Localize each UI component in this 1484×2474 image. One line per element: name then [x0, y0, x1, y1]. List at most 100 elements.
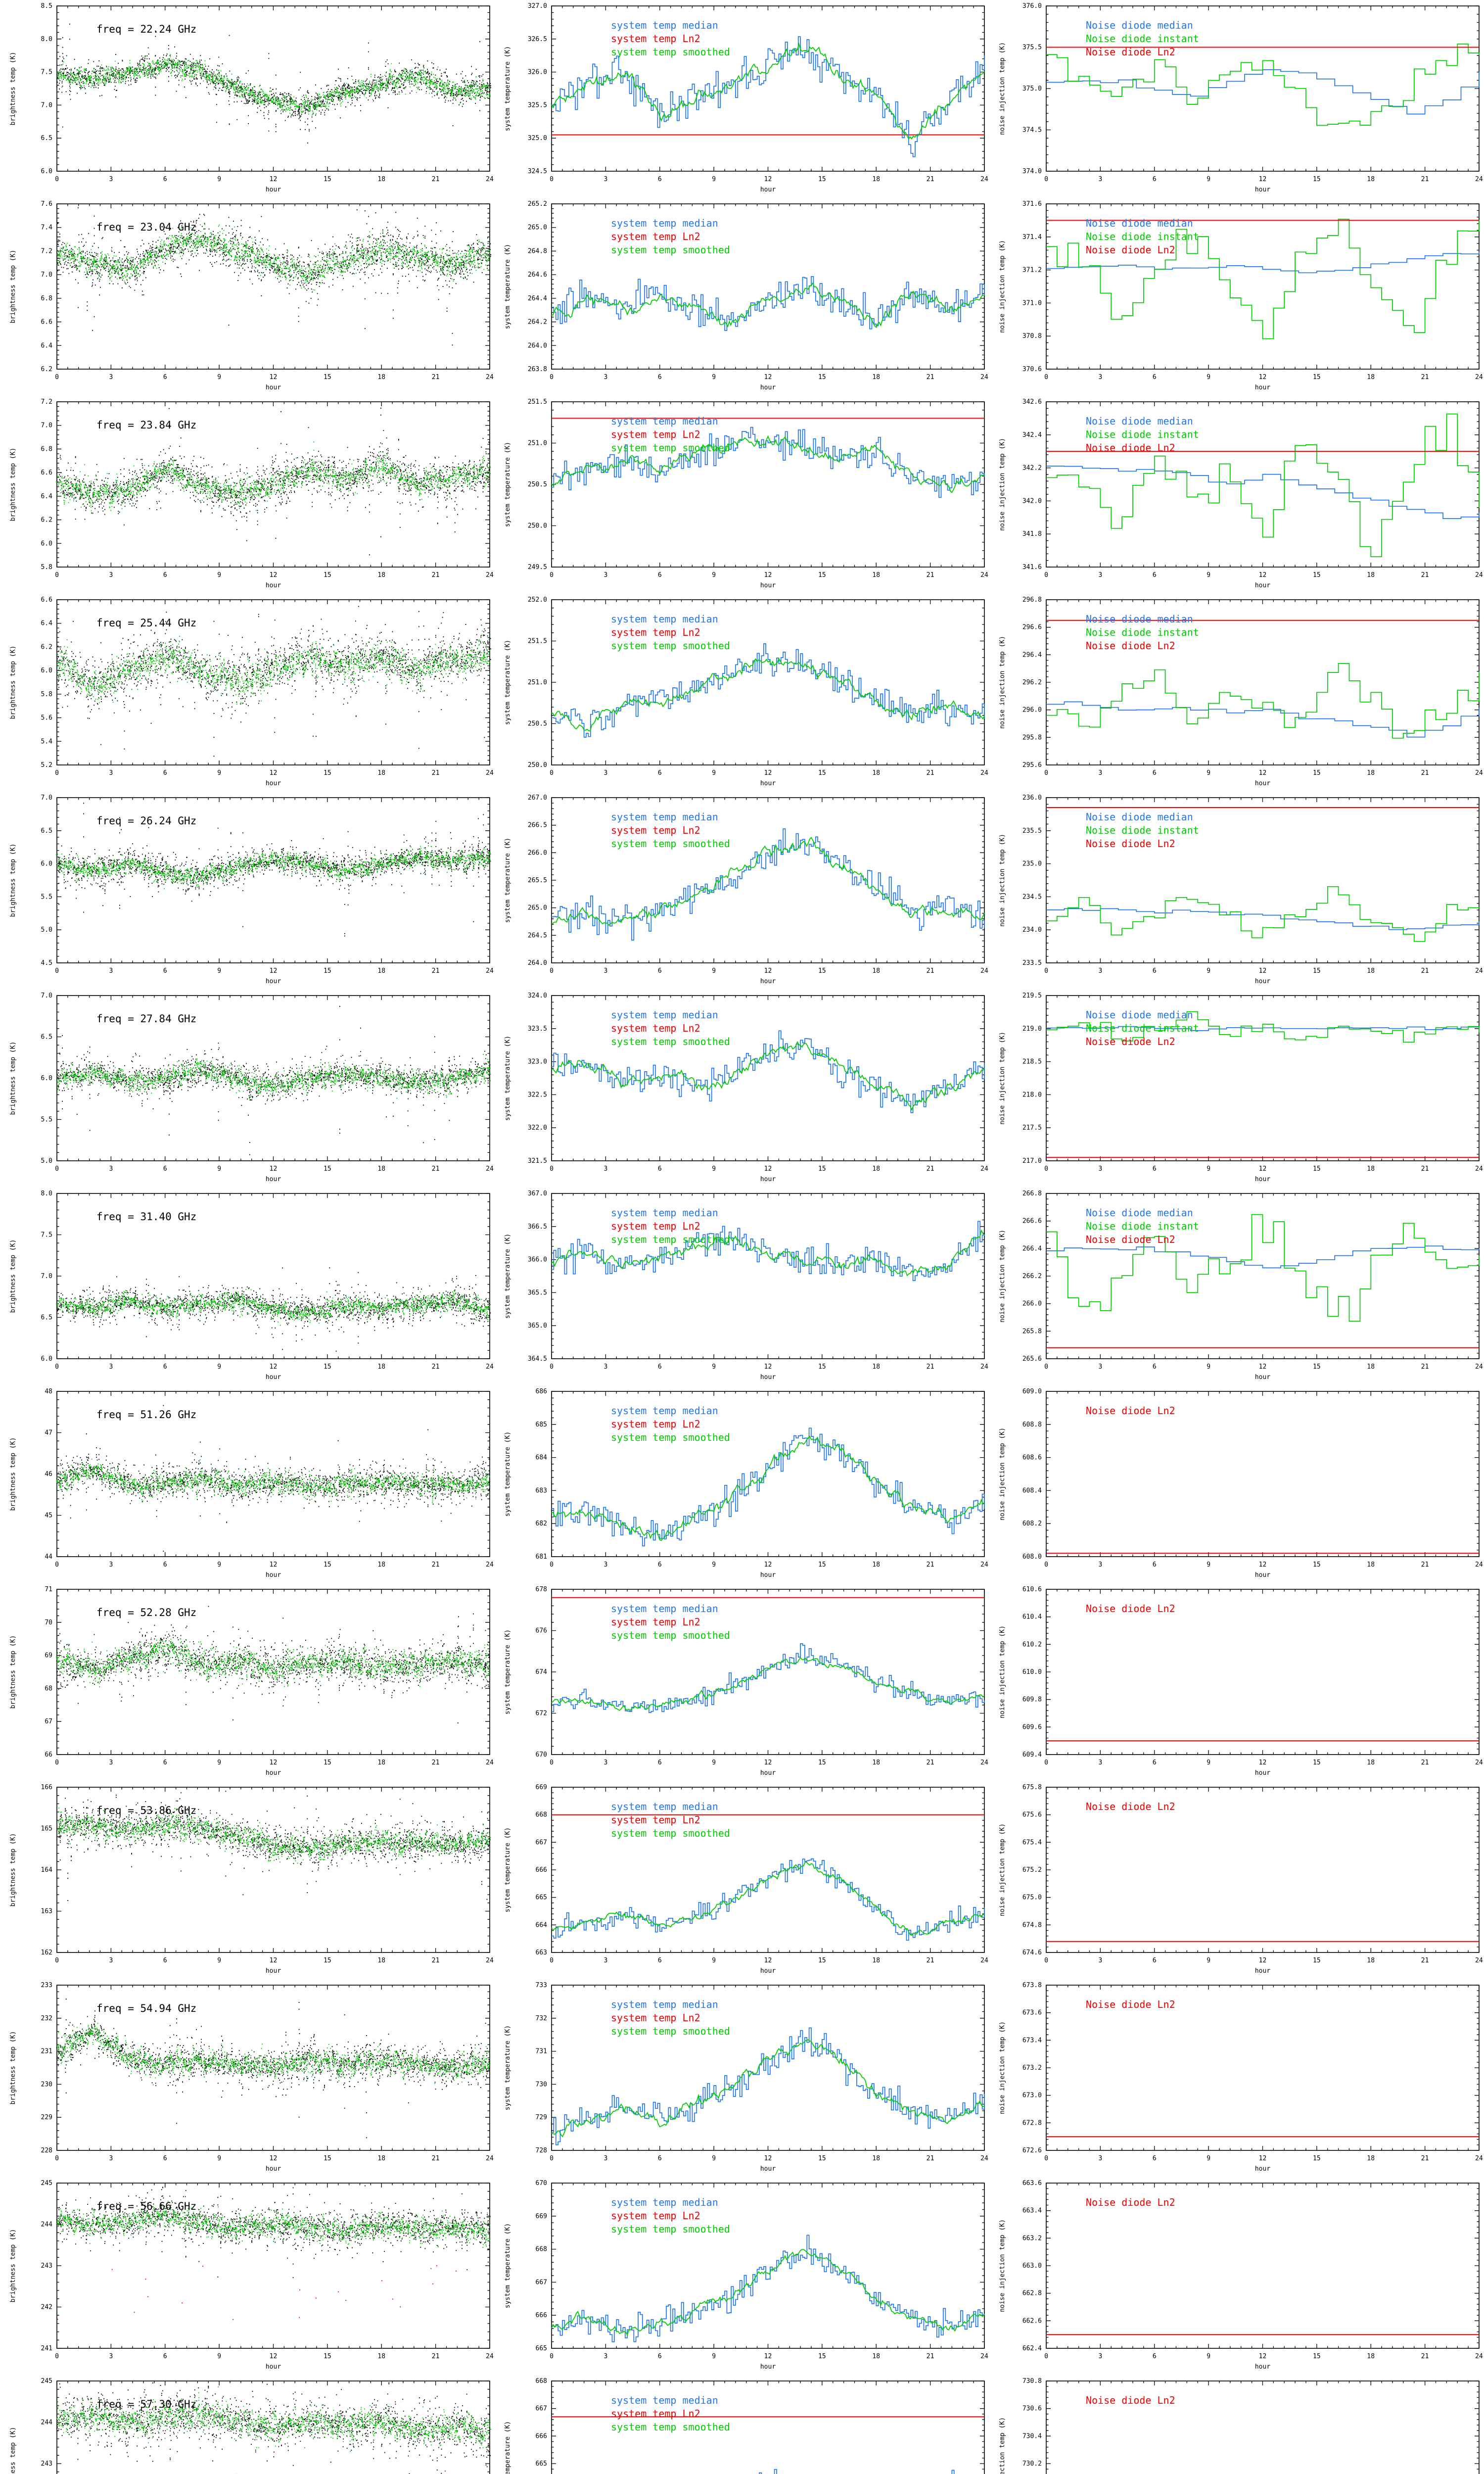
- y-tick-label: 663.4: [1022, 2207, 1042, 2215]
- x-tick-label: 9: [217, 1561, 221, 1569]
- x-tick-label: 12: [764, 769, 772, 777]
- x-tick-label: 9: [217, 374, 221, 381]
- x-tick-label: 12: [1259, 374, 1267, 381]
- freq-label: freq = 27.84 GHz: [96, 1013, 196, 1025]
- x-axis-title: hour: [266, 1176, 281, 1183]
- x-tick-label: 0: [550, 1561, 554, 1569]
- filtered-brightness-scatter: [57, 1808, 491, 1864]
- system-temp-smoothed-line: [551, 2249, 985, 2336]
- x-tick-label: 24: [486, 176, 494, 183]
- y-tick-label: 231: [41, 2048, 52, 2055]
- x-axis-title: hour: [266, 582, 281, 589]
- x-tick-label: 6: [1153, 1957, 1157, 1964]
- x-axis-title: hour: [760, 1374, 776, 1381]
- x-axis-title: hour: [1255, 780, 1270, 787]
- system-temp-median-steps: [552, 1643, 985, 1713]
- x-tick-label: 9: [1206, 769, 1210, 777]
- y-tick-label: 374.0: [1022, 168, 1042, 175]
- noise-diode-median-steps: [1046, 1245, 1480, 1269]
- y-tick-label: 265.8: [1022, 1328, 1042, 1335]
- x-tick-label: 0: [550, 571, 554, 579]
- y-tick-label: 6.0: [41, 667, 52, 674]
- y-tick-label: 672: [536, 1710, 547, 1717]
- y-tick-label: 245: [41, 2180, 52, 2187]
- y-tick-label: 266.6: [1022, 1218, 1042, 1225]
- y-tick-label: 229: [41, 2114, 52, 2121]
- x-tick-label: 9: [217, 571, 221, 579]
- y-tick-label: 245: [41, 2378, 52, 2385]
- y-tick-label: 5.0: [41, 926, 52, 934]
- brightness-temp-plot: 0 3 6 9 12 15 18 21 24 241 242 243 244 245 hour brightn…: [9, 2180, 494, 2371]
- x-tick-label: 15: [1313, 1759, 1321, 1766]
- x-tick-label: 3: [109, 2353, 113, 2360]
- y-tick-label: 675.8: [1022, 1784, 1042, 1791]
- x-tick-label: 24: [1475, 2353, 1483, 2360]
- y-tick-label: 46: [45, 1471, 52, 1478]
- x-axis-title: hour: [1255, 2165, 1270, 2173]
- x-tick-label: 24: [1475, 1363, 1483, 1371]
- y-tick-label: 686: [536, 1388, 547, 1395]
- x-tick-label: 24: [980, 1363, 988, 1371]
- legend-entry: system temp Ln2: [611, 1220, 700, 1232]
- x-axis-title: hour: [760, 780, 776, 787]
- x-tick-label: 21: [1421, 2155, 1429, 2162]
- x-tick-label: 3: [109, 1165, 113, 1173]
- legend-entry: system temp median: [611, 1998, 718, 2010]
- x-tick-label: 12: [270, 1759, 278, 1766]
- y-tick-label: 7.0: [41, 794, 52, 802]
- brightness-temp-plot: 0 3 6 9 12 15 18 21 24666768697071hourbrightness…: [9, 1586, 494, 1777]
- y-axis-title: system temperature (K): [504, 640, 511, 725]
- brightness-temp-plot: 0 3 6 9 12 15 18 21 24 6.0 6.5 7.0 7.5 8.0 hour brightn…: [9, 1190, 494, 1381]
- y-tick-label: 674.6: [1022, 1949, 1042, 1956]
- y-tick-label: 163: [41, 1908, 52, 1915]
- x-tick-label: 15: [818, 1363, 826, 1371]
- x-tick-label: 12: [270, 374, 278, 381]
- y-tick-label: 5.4: [41, 738, 53, 745]
- x-tick-label: 21: [1421, 374, 1429, 381]
- y-tick-label: 730.6: [1022, 2405, 1042, 2413]
- y-tick-label: 164: [41, 1866, 53, 1874]
- legend-entry: Noise diode median: [1086, 217, 1193, 229]
- x-tick-label: 15: [324, 571, 331, 579]
- x-tick-label: 3: [109, 374, 113, 381]
- x-tick-label: 12: [764, 2353, 772, 2360]
- x-tick-label: 24: [1475, 1165, 1483, 1173]
- x-tick-label: 6: [1153, 967, 1157, 975]
- y-tick-label: 675.4: [1022, 1839, 1042, 1846]
- legend-entry: Noise diode Ln2: [1086, 244, 1175, 256]
- y-tick-label: 666: [536, 2432, 547, 2440]
- y-tick-label: 367.0: [528, 1190, 547, 1197]
- x-tick-label: 18: [1367, 769, 1375, 777]
- x-tick-label: 6: [163, 571, 167, 579]
- legend-entry: system temp median: [611, 1207, 718, 1219]
- x-tick-label: 9: [1206, 176, 1210, 183]
- y-tick-label: 6.8: [41, 295, 52, 302]
- y-tick-label: 6.5: [41, 1034, 52, 1041]
- noise-diode-instant-steps: [1046, 1011, 1480, 1043]
- x-tick-label: 9: [1206, 571, 1210, 579]
- system-temp-plot: 0 3 6 9 12 15 18 21 24 663 664 665 666 667 668 669 hour s…: [504, 1784, 988, 1975]
- x-tick-label: 15: [818, 769, 826, 777]
- legend-entry: system temp median: [611, 217, 718, 229]
- freq-label: freq = 56.66 GHz: [96, 2200, 196, 2212]
- y-tick-label: 326.5: [528, 36, 547, 43]
- x-tick-label: 24: [980, 1165, 988, 1173]
- channel-row-53.86ghz: 0 3 6 9 12 15 18 21 24 162 163 164 165 166 hour brightn…: [0, 1781, 1484, 1979]
- x-tick-label: 18: [872, 769, 880, 777]
- y-tick-label: 230: [41, 2081, 52, 2088]
- noise-diode-plot: 0 3 6 9 12 15 18 21 24 608.0 608.2 608.4 608.6 608.8 6…: [999, 1388, 1483, 1579]
- y-tick-label: 7.5: [41, 69, 52, 76]
- x-tick-label: 24: [980, 176, 988, 183]
- legend-entry: system temp median: [611, 2196, 718, 2208]
- y-tick-label: 4.5: [41, 959, 52, 967]
- x-tick-label: 0: [55, 176, 59, 183]
- x-axis-title: hour: [1255, 186, 1270, 193]
- y-tick-label: 608.2: [1022, 1520, 1042, 1527]
- x-tick-label: 12: [1259, 967, 1267, 975]
- y-tick-label: 264.4: [528, 295, 547, 302]
- legend-entry: system temp smoothed: [611, 46, 730, 58]
- x-axis-title: hour: [266, 1374, 281, 1381]
- y-tick-label: 45: [45, 1512, 52, 1520]
- y-tick-label: 266.0: [528, 849, 547, 856]
- channel-row-51.26ghz: 0 3 6 9 12 15 18 21 24 44 45 46 47 48 hour brightness t…: [0, 1385, 1484, 1583]
